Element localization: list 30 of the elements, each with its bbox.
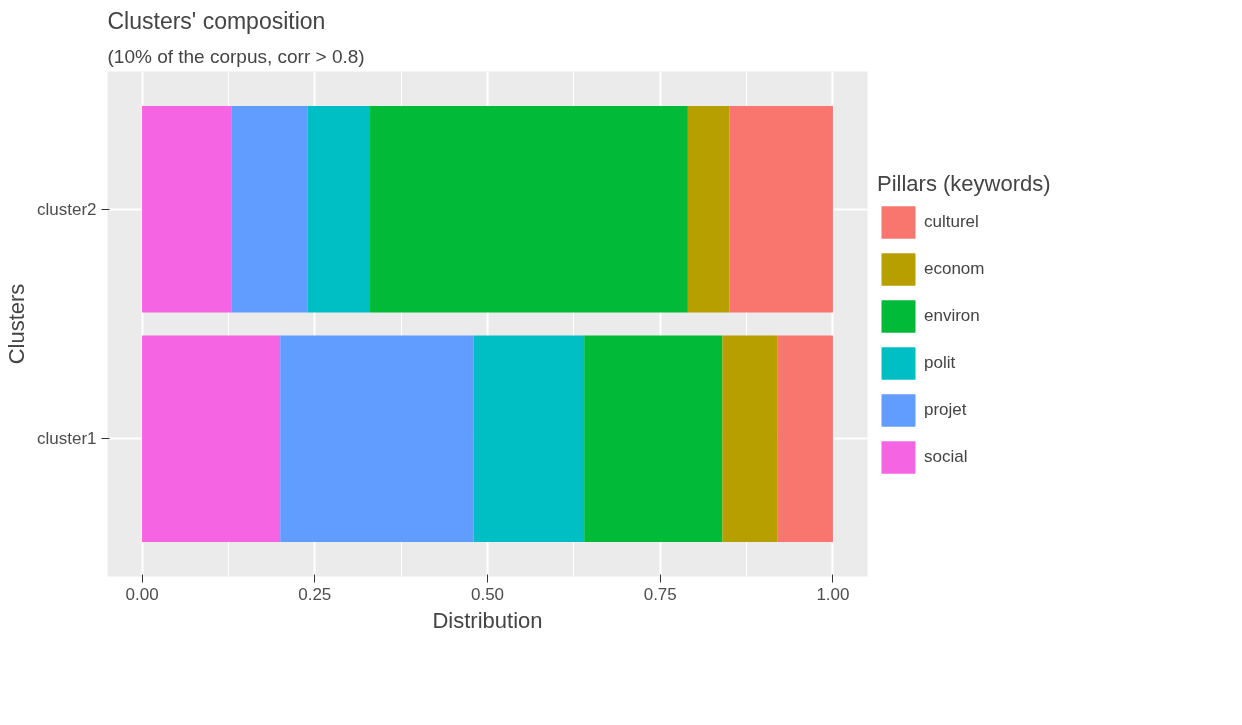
bar: [142, 335, 281, 543]
legend-label: environ: [924, 305, 980, 326]
x-tick-label: 0.25: [298, 584, 332, 604]
y-tick-label: cluster1: [36, 429, 97, 449]
bar: [687, 105, 730, 313]
y-tick-label: cluster2: [36, 199, 97, 219]
legend-label: social: [924, 446, 968, 467]
bar: [473, 335, 585, 543]
legend-label: projet: [924, 399, 967, 420]
chart-subtitle: (10% of the corpus, corr > 0.8): [107, 45, 365, 67]
y-axis-title: Clusters: [3, 283, 29, 365]
chart-title: Clusters' composition: [107, 7, 326, 34]
x-tick-label: 0.00: [125, 584, 159, 604]
x-tick-label: 0.50: [470, 584, 505, 604]
x-tick-label: 0.75: [643, 584, 677, 604]
x-axis-title: Distribution: [432, 607, 543, 633]
x-tick-label: 1.00: [816, 584, 850, 604]
legend-label: culturel: [924, 211, 979, 232]
bar: [142, 105, 232, 313]
bar: [280, 335, 474, 543]
bar: [584, 335, 723, 543]
legend-label: polit: [924, 352, 956, 373]
bar: [231, 105, 308, 313]
bar: [370, 105, 688, 313]
bar: [777, 335, 833, 543]
bar: [722, 335, 778, 543]
legend-title: Pillars (keywords): [877, 170, 1051, 197]
legend-label: econom: [924, 258, 985, 279]
bar: [307, 105, 371, 313]
bar: [729, 105, 833, 313]
